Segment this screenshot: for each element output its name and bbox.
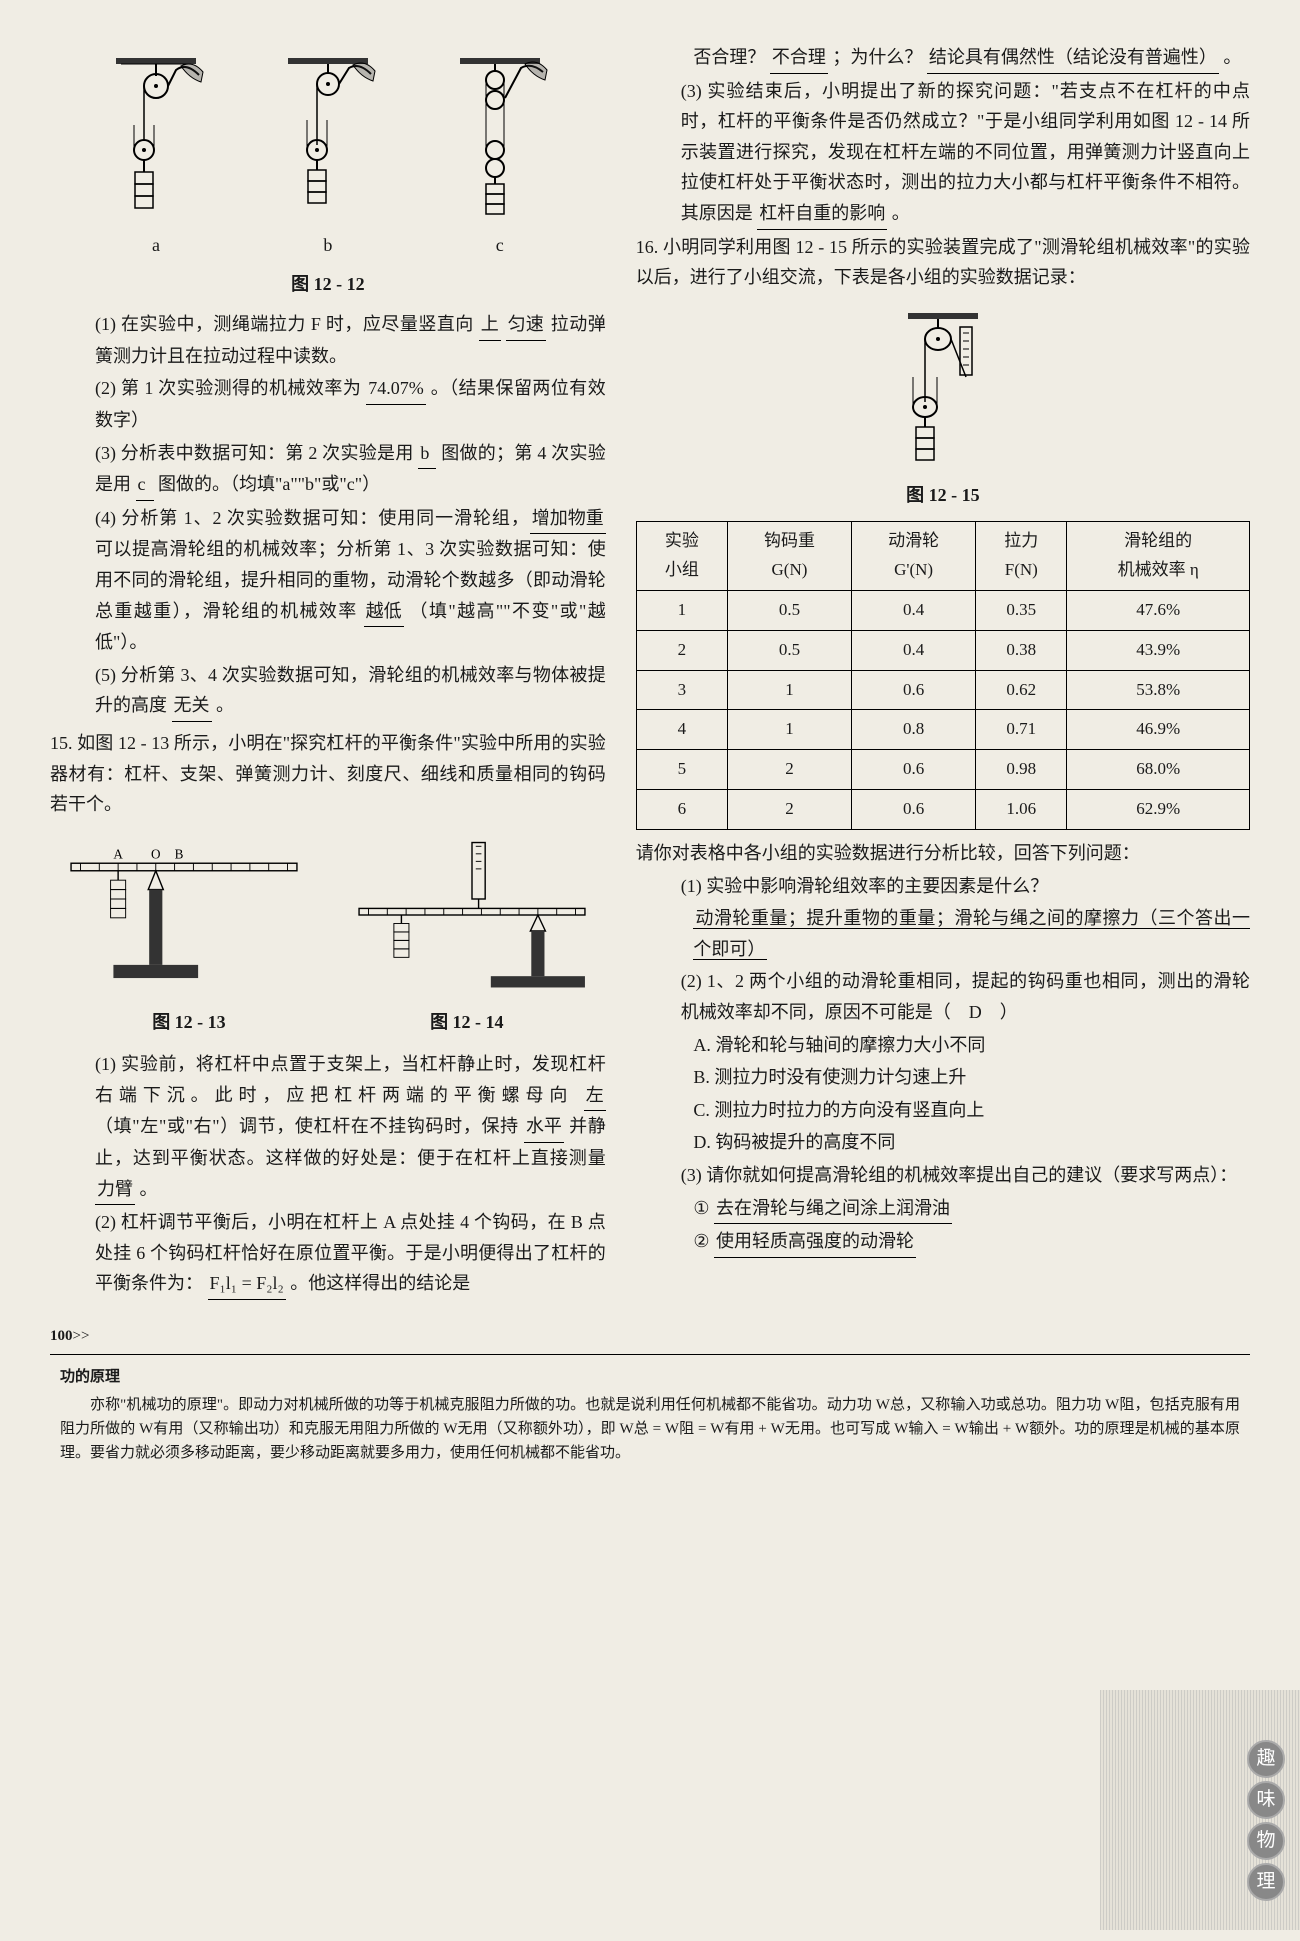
footnote-title: 功的原理 (60, 1365, 1240, 1389)
table-cell: 0.38 (976, 630, 1067, 670)
fig-12-12-pulleys: a b c (70, 50, 586, 261)
q16-stem: 16. 小明同学利用图 12 - 15 所示的实验装置完成了"测滑轮组机械效率"… (636, 232, 1250, 293)
table-cell: 2 (636, 630, 727, 670)
table-cell: 1 (727, 710, 851, 750)
pulley-a-icon (101, 50, 211, 230)
q16-2-A: A. 滑轮和轮与轴间的摩擦力大小不同 (636, 1030, 1250, 1061)
main-content: a b c 图 12 - 12 (1) 在实验中，测绳端拉力 F 时，应尽量竖直… (50, 40, 1250, 1302)
table-cell: 2 (727, 750, 851, 790)
fig-12-15-caption: 图 12 - 15 (636, 480, 1250, 511)
badge-1: 趣 (1247, 1740, 1285, 1778)
svg-text:B: B (175, 846, 184, 861)
q15-3: (3) 实验结束后，小明提出了新的探究问题："若支点不在杠杆的中点时，杠杆的平衡… (636, 76, 1250, 230)
table-cell: 68.0% (1067, 750, 1250, 790)
q16-3: (3) 请你就如何提高滑轮组的机械效率提出自己的建议（要求写两点）： (636, 1160, 1250, 1191)
q16-2: (2) 1、2 两个小组的动滑轮重相同，提起的钩码重也相同，测出的滑轮机械效率却… (636, 966, 1250, 1027)
svg-text:O: O (151, 846, 161, 861)
q16-1-ans: 动滑轮重量；提升重物的重量；滑轮与绳之间的摩擦力（三个答出一个即可） (636, 903, 1250, 964)
fig-12-14-caption: 图 12 - 14 (430, 1007, 504, 1038)
table-cell: 43.9% (1067, 630, 1250, 670)
table-cell: 62.9% (1067, 790, 1250, 830)
fig-12-15: 图 12 - 15 (636, 307, 1250, 511)
q16-2-C: C. 测拉力时拉力的方向没有竖直向上 (636, 1095, 1250, 1126)
q14-1: (1) 在实验中，测绳端拉力 F 时，应尽量竖直向 上 匀速 拉动弹簧测力计且在… (50, 309, 606, 371)
table-cell: 53.8% (1067, 670, 1250, 710)
table-cell: 0.6 (852, 790, 976, 830)
badge-2: 味 (1247, 1781, 1285, 1819)
table-cell: 0.6 (852, 670, 976, 710)
page-number: 100>> (50, 1324, 1250, 1350)
q16-2-B: B. 测拉力时没有使测力计匀速上升 (636, 1062, 1250, 1093)
table-header: 滑轮组的机械效率 η (1067, 521, 1250, 590)
table-cell: 0.5 (727, 590, 851, 630)
table-cell: 3 (636, 670, 727, 710)
pulley-c-label: c (496, 230, 504, 261)
table-cell: 47.6% (1067, 590, 1250, 630)
q16-3-2: ② 使用轻质高强度的动滑轮 (636, 1226, 1250, 1258)
q16-3-1: ① 去在滑轮与绳之间涂上润滑油 (636, 1193, 1250, 1225)
table-cell: 46.9% (1067, 710, 1250, 750)
q16-2-D: D. 钩码被提升的高度不同 (636, 1127, 1250, 1158)
efficiency-table: 实验小组钩码重G(N)动滑轮G'(N)拉力F(N)滑轮组的机械效率 η 10.5… (636, 521, 1250, 830)
table-cell: 0.5 (727, 630, 851, 670)
q14-4: (4) 分析第 1、2 次实验数据可知：使用同一滑轮组，增加物重 可以提高滑轮组… (50, 503, 606, 658)
table-cell: 0.71 (976, 710, 1067, 750)
lever-diagrams: A OB (50, 835, 606, 995)
table-cell: 0.35 (976, 590, 1067, 630)
pulley-c-icon (445, 50, 555, 230)
footnote-divider (50, 1354, 1250, 1355)
svg-text:A: A (113, 846, 123, 861)
q15-2-cont: 否合理？ 不合理 ；为什么？ 结论具有偶然性（结论没有普遍性） 。 (636, 42, 1250, 74)
table-row: 410.80.7146.9% (636, 710, 1249, 750)
table-cell: 0.98 (976, 750, 1067, 790)
pulley-a-label: a (152, 230, 160, 261)
table-cell: 1 (636, 590, 727, 630)
table-cell: 0.6 (852, 750, 976, 790)
fig-12-14-icon (347, 835, 597, 995)
fig-12-13-caption: 图 12 - 13 (152, 1007, 226, 1038)
table-row: 310.60.6253.8% (636, 670, 1249, 710)
pulley-b-label: b (323, 230, 332, 261)
table-cell: 4 (636, 710, 727, 750)
table-row: 20.50.40.3843.9% (636, 630, 1249, 670)
q15-1: (1) 实验前，将杠杆中点置于支架上，当杠杆静止时，发现杠杆右端下沉。此时，应把… (50, 1049, 606, 1205)
fig-12-15-icon (888, 307, 998, 467)
pulley-b-icon (273, 50, 383, 230)
table-cell: 0.62 (976, 670, 1067, 710)
fig-12-13-icon: A OB (59, 835, 309, 995)
table-cell: 2 (727, 790, 851, 830)
side-badges: 趣 味 物 理 (1247, 1740, 1285, 1901)
q14-3: (3) 分析表中数据可知：第 2 次实验是用 b 图做的；第 4 次实验是用 c… (50, 438, 606, 501)
table-header: 动滑轮G'(N) (852, 521, 976, 590)
table-cell: 0.4 (852, 590, 976, 630)
table-cell: 6 (636, 790, 727, 830)
table-cell: 5 (636, 750, 727, 790)
q15-stem: 15. 如图 12 - 13 所示，小明在"探究杠杆的平衡条件"实验中所用的实验… (50, 728, 606, 820)
table-row: 620.61.0662.9% (636, 790, 1249, 830)
badge-3: 物 (1247, 1822, 1285, 1860)
table-cell: 0.4 (852, 630, 976, 670)
table-cell: 1.06 (976, 790, 1067, 830)
right-column: 否合理？ 不合理 ；为什么？ 结论具有偶然性（结论没有普遍性） 。 (3) 实验… (636, 40, 1250, 1302)
q14-2: (2) 第 1 次实验测得的机械效率为 74.07% 。（结果保留两位有效数字） (50, 373, 606, 435)
table-header: 实验小组 (636, 521, 727, 590)
table-row: 10.50.40.3547.6% (636, 590, 1249, 630)
table-header: 钩码重G(N) (727, 521, 851, 590)
table-header: 拉力F(N) (976, 521, 1067, 590)
left-column: a b c 图 12 - 12 (1) 在实验中，测绳端拉力 F 时，应尽量竖直… (50, 40, 606, 1302)
q15-2: (2) 杠杆调节平衡后，小明在杠杆上 A 点处挂 4 个钩码，在 B 点处挂 6… (50, 1207, 606, 1300)
q16-1: (1) 实验中影响滑轮组效率的主要因素是什么？ (636, 871, 1250, 902)
fig-12-12-caption: 图 12 - 12 (50, 269, 606, 300)
q14-5: (5) 分析第 3、4 次实验数据可知，滑轮组的机械效率与物体被提升的高度 无关… (50, 660, 606, 722)
footnote: 功的原理 亦称"机械功的原理"。即动力对机械所做的功等于机械克服阻力所做的功。也… (50, 1365, 1250, 1465)
footnote-body: 亦称"机械功的原理"。即动力对机械所做的功等于机械克服阻力所做的功。也就是说利用… (60, 1393, 1240, 1465)
table-cell: 0.8 (852, 710, 976, 750)
q16-intro: 请你对表格中各小组的实验数据进行分析比较，回答下列问题： (636, 838, 1250, 869)
badge-4: 理 (1247, 1863, 1285, 1901)
table-row: 520.60.9868.0% (636, 750, 1249, 790)
table-cell: 1 (727, 670, 851, 710)
